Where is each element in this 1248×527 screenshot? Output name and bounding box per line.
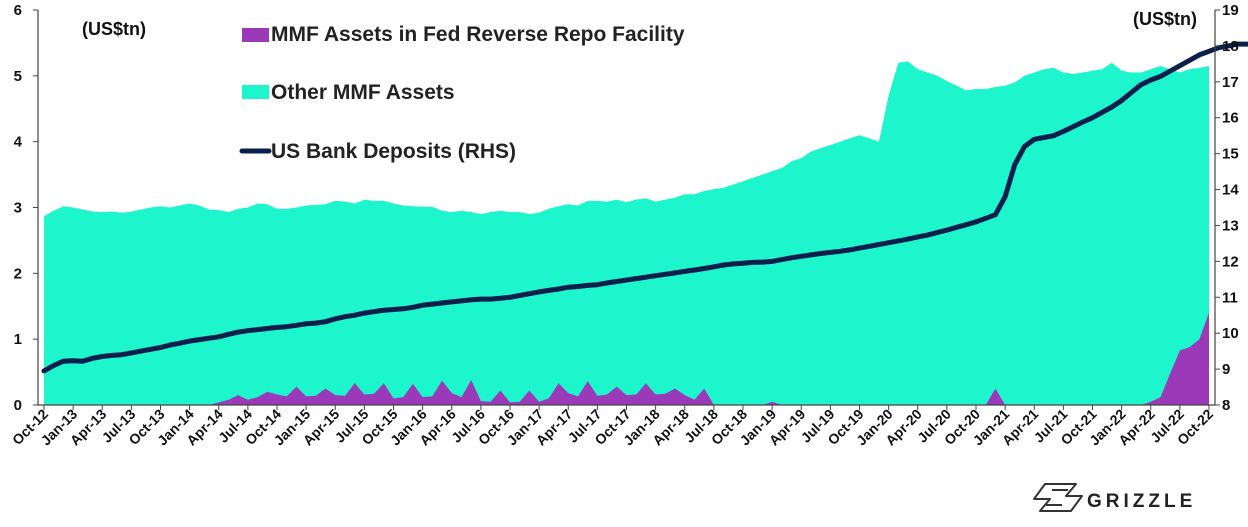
left-tick-label: 6 (14, 2, 22, 19)
right-tick-label: 9 (1222, 361, 1230, 378)
left-axis-ticks: 0 1 2 3 4 5 6 (14, 2, 38, 414)
right-tick-label: 19 (1222, 2, 1239, 19)
area-layer (44, 61, 1209, 406)
right-tick-label: 12 (1222, 253, 1239, 270)
left-tick-label: 3 (14, 200, 22, 217)
right-tick-label: 8 (1222, 397, 1230, 414)
other-mmf-assets-area (44, 61, 1209, 406)
legend-label-other: Other MMF Assets (271, 81, 455, 104)
legend-swatch-other (242, 85, 269, 99)
legend-swatch-rrp (242, 28, 269, 42)
legend: MMF Assets in Fed Reverse Repo Facility … (239, 23, 685, 163)
legend-label-rrp: MMF Assets in Fed Reverse Repo Facility (271, 23, 685, 46)
right-tick-label: 14 (1222, 182, 1239, 199)
grizzle-logo-icon (1033, 483, 1083, 512)
grizzle-logo: GRIZZLE (1033, 483, 1196, 512)
left-tick-label: 2 (14, 265, 22, 282)
x-axis-ticks: Oct-12Jan-13Apr-13Jul-13Oct-13Jan-14Apr-… (9, 405, 1216, 448)
left-tick-label: 5 (14, 68, 22, 85)
right-tick-label: 17 (1222, 74, 1239, 91)
right-axis-ticks: 8 9 10 11 12 13 14 15 16 17 18 19 (1215, 2, 1239, 414)
right-tick-label: 18 (1222, 38, 1239, 55)
left-axis-unit: (US$tn) (82, 19, 146, 39)
left-tick-label: 1 (14, 331, 22, 348)
right-axis-unit: (US$tn) (1133, 9, 1197, 29)
left-tick-label: 4 (14, 134, 23, 151)
legend-label-deposits: US Bank Deposits (RHS) (271, 140, 516, 163)
right-tick-label: 10 (1222, 325, 1239, 342)
right-tick-label: 11 (1222, 289, 1238, 306)
grizzle-wordmark: GRIZZLE (1087, 491, 1196, 512)
right-tick-label: 16 (1222, 110, 1239, 127)
right-tick-label: 13 (1222, 217, 1239, 234)
right-tick-label: 15 (1222, 146, 1239, 163)
left-tick-label: 0 (14, 397, 22, 414)
us-bank-deposits-line (41, 41, 1248, 374)
